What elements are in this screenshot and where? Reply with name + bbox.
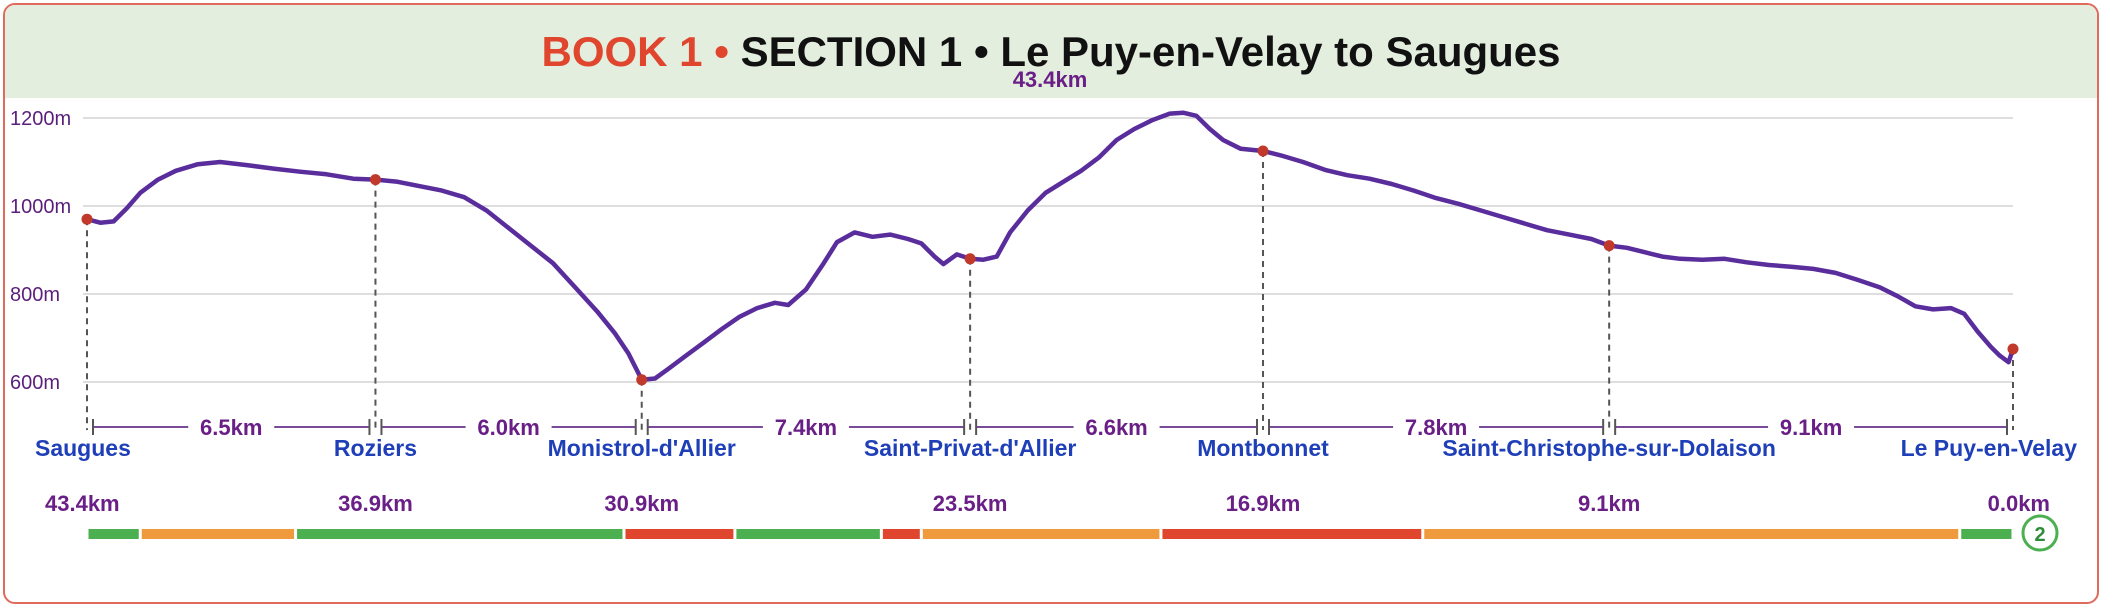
segment-distance-label: 7.4km [775,415,837,440]
waypoint-marker [1603,240,1615,252]
route-card: BOOK 1 • SECTION 1 • Le Puy-en-Velay to … [3,3,2099,604]
y-tick-label: 600m [10,372,60,394]
title-banner: BOOK 1 • SECTION 1 • Le Puy-en-Velay to … [5,5,2097,98]
cumulative-distance-label: 36.9km [338,491,413,516]
total-distance-label: 43.4km [1013,67,1088,92]
waypoint-marker [81,213,93,225]
waypoint-marker [964,253,976,265]
title-bullet: • [714,27,729,75]
town-label: Saugues [35,435,131,461]
town-label: Roziers [334,435,417,461]
y-tick-label: 1000m [10,196,71,218]
cumulative-distance-label: 43.4km [45,491,120,516]
waypoint-marker [636,374,648,386]
difficulty-segment-moderate [1424,529,1959,539]
y-tick-label: 1200m [10,108,71,130]
elevation-line [84,110,2016,383]
map-badge [2021,514,2059,552]
section-title: SECTION 1 • Le Puy-en-Velay to Saugues [740,27,1561,75]
difficulty-segment-easy [1961,529,2012,539]
difficulty-segment-hard [1162,529,1422,539]
book-label: BOOK 1 [541,27,703,75]
segment-distance-label: 6.5km [200,415,262,440]
segment-distance-label: 9.1km [1780,415,1842,440]
town-label: Saint-Christophe-sur-Dolaison [1442,435,1776,461]
difficulty-segment-easy [736,529,880,539]
difficulty-segment-moderate [922,529,1160,539]
cumulative-distance-label: 9.1km [1578,491,1640,516]
y-tick-label: 800m [10,284,60,306]
segment-distance-label: 6.6km [1085,415,1147,440]
page-title: BOOK 1 • SECTION 1 • Le Puy-en-Velay to … [541,28,1560,76]
cumulative-distance-label: 0.0km [1988,491,2050,516]
segment-distance-label: 6.0km [477,415,539,440]
cumulative-distance-label: 23.5km [933,491,1008,516]
town-label: Saint-Privat-d'Allier [864,435,1077,461]
difficulty-segment-hard [882,529,920,539]
difficulty-segment-moderate [141,529,295,539]
town-label: Le Puy-en-Velay [1901,435,2078,461]
waypoint-marker [369,174,381,186]
waypoint-marker [1257,145,1269,157]
map-badge-number: 2 [2034,524,2045,546]
difficulty-segment-easy [297,529,623,539]
segment-distance-label: 7.8km [1405,415,1467,440]
town-label: Montbonnet [1197,435,1329,461]
waypoint-marker [2007,343,2019,355]
town-label: Monistrol-d'Allier [548,435,736,461]
cumulative-distance-label: 30.9km [604,491,679,516]
difficulty-segment-easy [88,529,139,539]
difficulty-segment-hard [625,529,734,539]
cumulative-distance-label: 16.9km [1226,491,1301,516]
